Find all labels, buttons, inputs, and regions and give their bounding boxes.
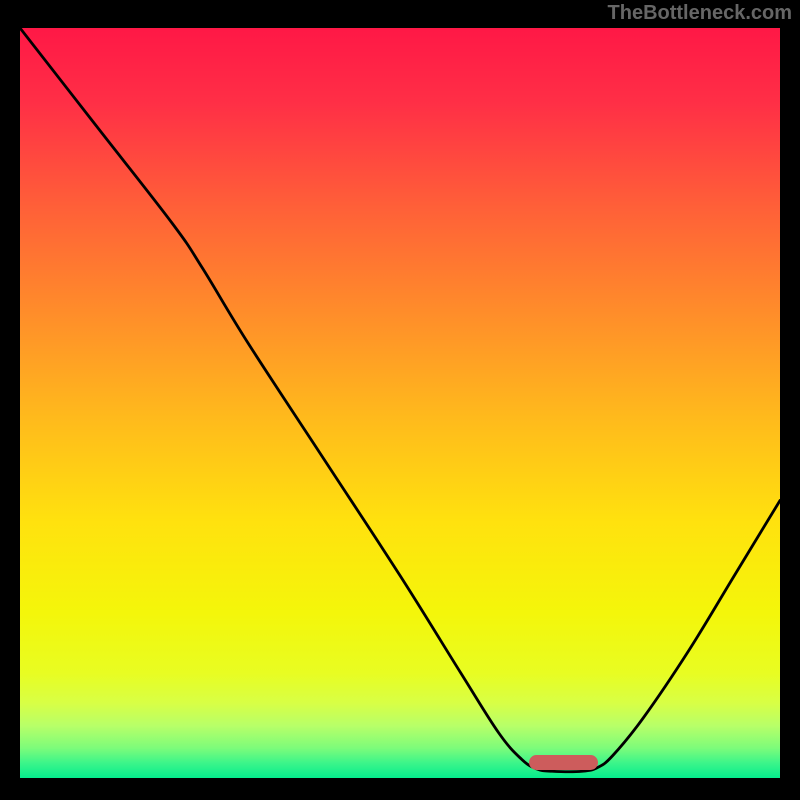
optimal-range-marker <box>529 755 597 770</box>
y-axis-line <box>15 28 20 783</box>
chart-container: { "watermark": { "text": "TheBottleneck.… <box>0 0 800 800</box>
bottleneck-curve <box>20 28 780 772</box>
plot-area <box>20 28 780 778</box>
x-axis-line <box>15 778 780 783</box>
watermark-text: TheBottleneck.com <box>608 2 792 25</box>
curve-layer <box>20 28 780 778</box>
